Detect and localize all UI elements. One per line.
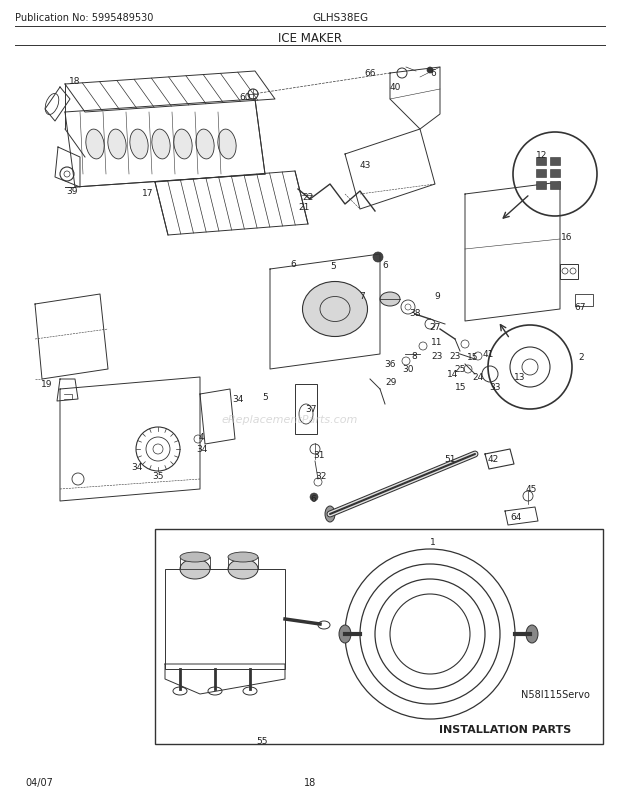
Circle shape (427, 68, 433, 74)
Ellipse shape (526, 626, 538, 643)
Text: 6: 6 (310, 495, 316, 504)
Text: 45: 45 (525, 485, 537, 494)
Text: 14: 14 (447, 370, 459, 379)
Bar (550, 182, 560, 190)
Ellipse shape (86, 130, 104, 160)
Text: 31: 31 (313, 451, 325, 460)
Text: INSTALLATION PARTS: INSTALLATION PARTS (439, 724, 571, 734)
Text: 37: 37 (305, 405, 317, 414)
Text: 17: 17 (142, 188, 154, 197)
Text: 8: 8 (411, 352, 417, 361)
Text: 4: 4 (198, 433, 204, 442)
Text: 51: 51 (445, 455, 456, 464)
Bar (228, 557, 258, 569)
Text: 18: 18 (304, 777, 316, 787)
Circle shape (310, 493, 318, 501)
Bar (155, 529, 603, 744)
Text: 60: 60 (239, 92, 250, 101)
Bar (165, 569, 285, 669)
Text: 22: 22 (303, 192, 314, 201)
Ellipse shape (380, 293, 400, 306)
Text: 39: 39 (66, 187, 78, 196)
Text: 19: 19 (42, 380, 53, 389)
Ellipse shape (228, 559, 258, 579)
Text: 64: 64 (510, 512, 521, 522)
Text: 29: 29 (385, 378, 397, 387)
Text: Publication No: 5995489530: Publication No: 5995489530 (15, 13, 153, 23)
Text: 23: 23 (450, 352, 461, 361)
Bar (550, 158, 560, 166)
Text: 30: 30 (402, 365, 414, 374)
Text: 2: 2 (578, 353, 584, 362)
Text: 6: 6 (382, 261, 388, 270)
Text: 15: 15 (455, 383, 467, 392)
Text: ICE MAKER: ICE MAKER (278, 31, 342, 44)
Text: GLHS38EG: GLHS38EG (312, 13, 368, 23)
Text: 33: 33 (489, 383, 501, 392)
Ellipse shape (303, 282, 368, 337)
Text: 13: 13 (514, 373, 526, 382)
Bar (536, 158, 546, 166)
Bar (180, 557, 210, 569)
Text: N58I115Servo: N58I115Servo (521, 689, 590, 699)
Text: 36: 36 (384, 360, 396, 369)
Ellipse shape (108, 130, 126, 160)
Bar (536, 182, 546, 190)
Text: 18: 18 (69, 78, 81, 87)
Text: 23: 23 (432, 352, 443, 361)
Text: 6: 6 (290, 260, 296, 269)
Circle shape (373, 253, 383, 263)
Text: 12: 12 (536, 152, 547, 160)
Ellipse shape (196, 130, 214, 160)
Text: 6: 6 (430, 68, 436, 78)
Ellipse shape (174, 130, 192, 160)
Bar (560, 265, 578, 280)
Text: 16: 16 (561, 233, 573, 242)
Text: 1: 1 (430, 538, 436, 547)
Bar (550, 170, 560, 178)
Text: 55: 55 (256, 736, 268, 746)
Text: 38: 38 (409, 309, 421, 318)
Bar (295, 384, 317, 435)
Ellipse shape (180, 553, 210, 562)
Text: 7: 7 (359, 292, 365, 301)
Ellipse shape (130, 130, 148, 160)
Text: 27: 27 (429, 323, 441, 332)
Text: 34: 34 (131, 463, 143, 472)
Text: 42: 42 (487, 455, 498, 464)
Text: 9: 9 (434, 292, 440, 301)
Text: 40: 40 (389, 83, 401, 92)
Text: 5: 5 (262, 393, 268, 402)
Ellipse shape (152, 130, 170, 160)
Text: 32: 32 (316, 472, 327, 481)
Text: 04/07: 04/07 (25, 777, 53, 787)
Ellipse shape (339, 626, 351, 643)
Text: 34: 34 (197, 445, 208, 454)
Text: 21: 21 (298, 203, 309, 213)
Bar (575, 294, 593, 306)
Text: 35: 35 (153, 472, 164, 481)
Text: 41: 41 (482, 350, 494, 359)
Text: 25: 25 (454, 365, 466, 374)
Text: 43: 43 (360, 160, 371, 169)
Text: 24: 24 (472, 373, 484, 382)
Text: 5: 5 (330, 262, 336, 271)
Ellipse shape (325, 506, 335, 522)
Text: 15: 15 (467, 353, 479, 362)
Text: 67: 67 (574, 303, 586, 312)
Ellipse shape (180, 559, 210, 579)
Text: 11: 11 (432, 338, 443, 347)
Text: 34: 34 (232, 395, 244, 404)
Bar (536, 170, 546, 178)
Text: 66: 66 (365, 68, 376, 78)
Ellipse shape (218, 130, 236, 160)
Ellipse shape (228, 553, 258, 562)
Text: eReplacementParts.com: eReplacementParts.com (222, 415, 358, 424)
